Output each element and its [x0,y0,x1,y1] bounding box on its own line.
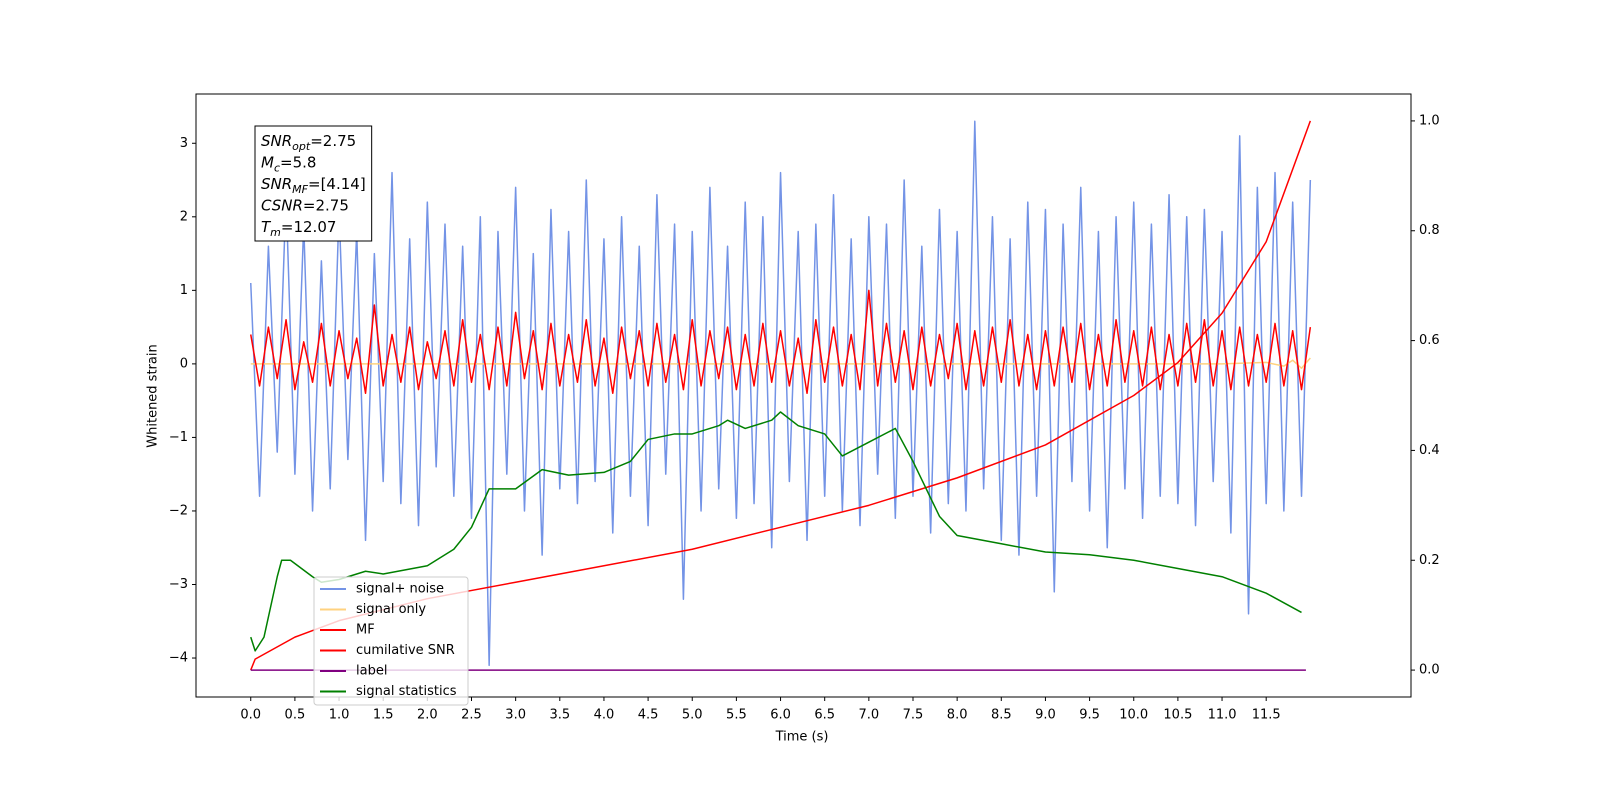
x-tick-label: 8.0 [947,708,968,723]
y-tick-label: −2 [169,503,188,518]
annotation-text: Mc=5.8 [261,154,316,175]
y2-tick-label: 0.4 [1419,443,1440,458]
y-tick-label: −1 [169,430,188,445]
axes-frame [195,93,1412,698]
y-tick-label: 1 [180,283,188,298]
x-tick-label: 5.5 [726,708,747,723]
y-tick-label: 2 [180,209,188,224]
x-tick-label: 2.0 [417,708,438,723]
annotation-subscript: c [274,162,280,175]
legend-label: signal statistics [356,684,457,699]
x-tick-label: 11.5 [1252,708,1281,723]
legend: signal+ noise signal only MF cumilative SNR… [313,576,469,706]
annotation-symbol: CSNR [261,197,303,215]
x-tick-label: 8.5 [991,708,1012,723]
annotation-text: SNRopt=2.75 [261,132,356,153]
x-tick-label: 4.5 [638,708,659,723]
y-axis-label: Whitened strain [146,344,161,447]
annotation-value: =12.07 [281,218,337,236]
y-tick-label: −3 [169,577,188,592]
x-tick-label: 0.5 [285,708,306,723]
y2-tick-label: 0.0 [1419,663,1440,678]
y2-tick-label: 0.6 [1419,333,1440,348]
legend-label: label [356,664,387,679]
annotation-symbol: SNR [261,175,292,193]
annotation-value: =2.75 [303,197,349,215]
annotation-subscript: opt [292,140,311,153]
x-tick-label: 9.5 [1079,708,1100,723]
x-tick-label: 3.5 [549,708,570,723]
x-tick-label: 3.0 [505,708,526,723]
legend-label: cumilative SNR [356,643,455,658]
legend-label: signal+ noise [356,582,444,597]
x-tick-label: 1.5 [373,708,394,723]
annotation-value: =2.75 [310,132,356,150]
annotation-box [254,125,373,242]
x-tick-label: 11.0 [1208,708,1237,723]
y2-tick-label: 1.0 [1419,113,1440,128]
annotation-value: =5.8 [280,154,316,172]
annotation-symbol: T [261,218,272,236]
x-axis-label: Time (s) [775,730,829,745]
x-tick-label: 6.0 [770,708,791,723]
x-tick-label: 7.5 [903,708,924,723]
annotation: SNRopt=2.75Mc=5.8SNRMF=[4.14]CSNR=2.75Tm… [254,125,373,242]
legend-label: MF [356,623,375,638]
annotation-value: =[4.14] [308,175,366,193]
x-tick-label: 4.0 [594,708,615,723]
x-tick-label: 0.0 [240,708,261,723]
x-tick-label: 2.5 [461,708,482,723]
annotation-subscript: m [270,226,281,239]
y-tick-label: 0 [180,356,188,371]
y-tick-label: 3 [180,136,188,151]
series-line [250,357,1311,370]
annotation-text: CSNR=2.75 [261,197,349,215]
y2-tick-label: 0.2 [1419,553,1440,568]
y-tick-label: −4 [169,651,188,666]
x-tick-label: 10.0 [1119,708,1148,723]
series-line [250,289,1312,395]
x-tick-label: 5.0 [682,708,703,723]
annotation-subscript: MF [292,183,308,196]
annotation-text: Tm=12.07 [261,218,336,239]
annotation-symbol: SNR [261,132,292,150]
x-tick-label: 1.0 [329,708,350,723]
x-tick-label: 10.5 [1163,708,1192,723]
annotation-text: SNRMF=[4.14] [261,175,366,196]
x-tick-label: 6.5 [814,708,835,723]
legend-label: signal only [356,602,426,617]
x-tick-label: 7.0 [858,708,879,723]
legend-box [313,576,469,706]
annotation-symbol: M [261,154,274,172]
series-line [250,120,1312,667]
y2-tick-label: 0.8 [1419,223,1440,238]
x-tick-label: 9.0 [1035,708,1056,723]
